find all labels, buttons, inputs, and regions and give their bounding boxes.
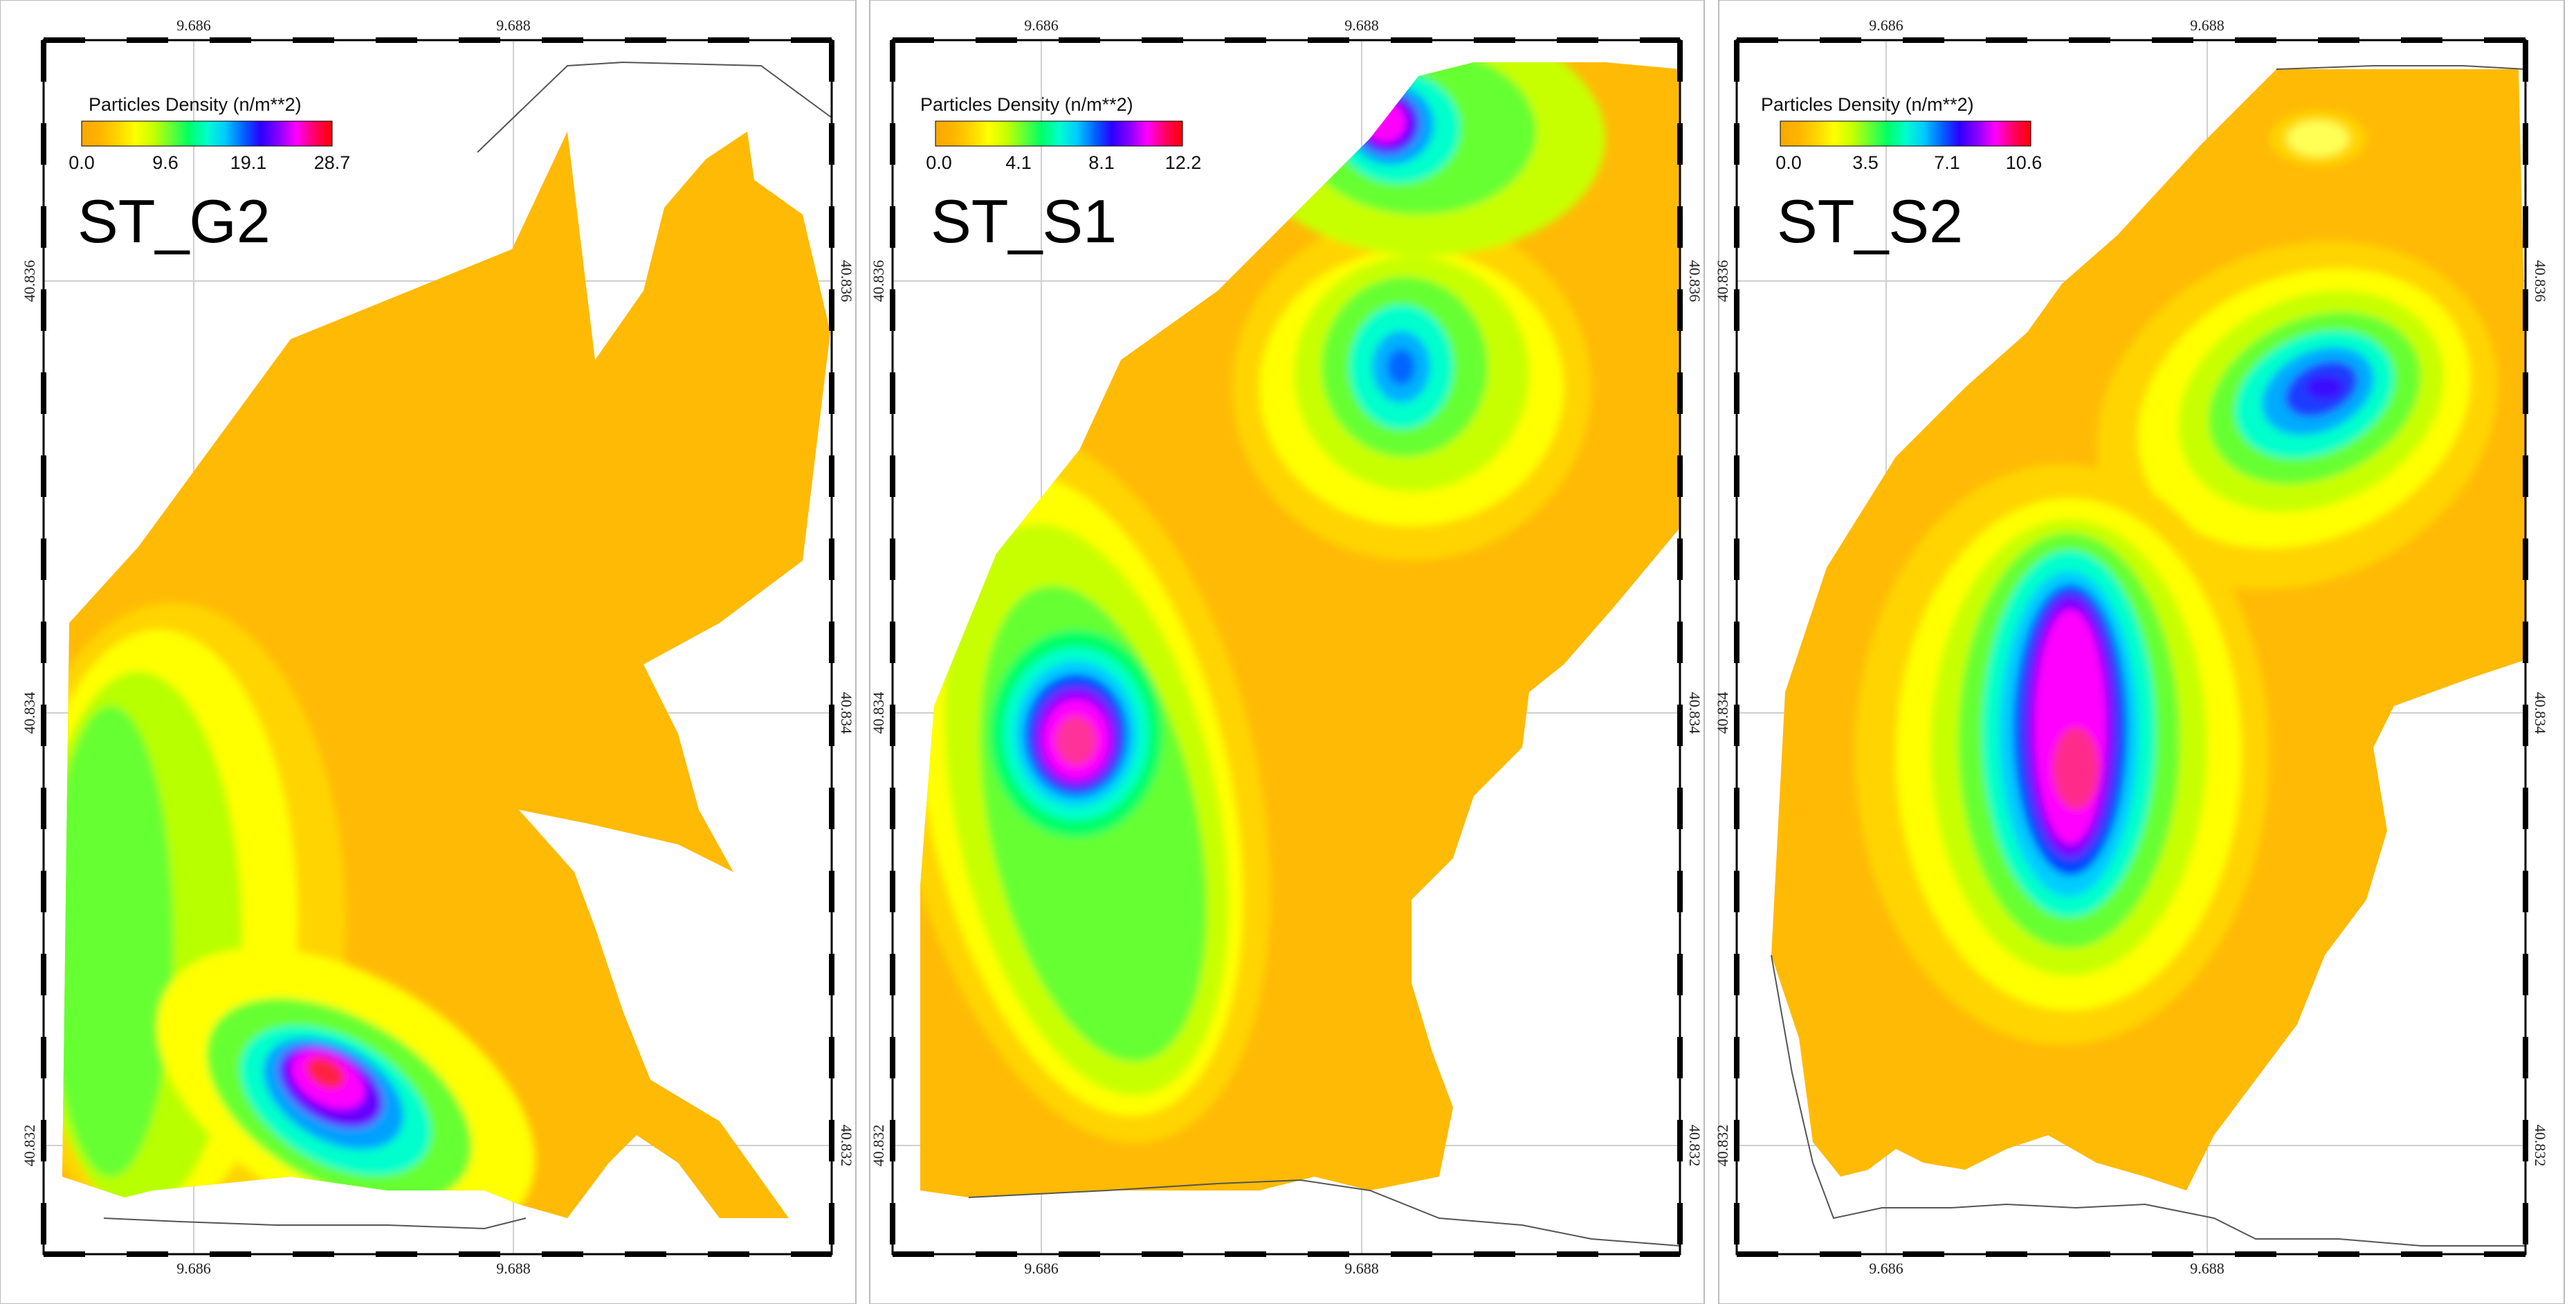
panel-st-g2-ytick-right-2: 40.834 [838,692,855,734]
panel-st-g2-xtick-bottom-1: 9.686 [176,1260,211,1277]
panel-st-s1-xtick-top-1: 9.686 [1024,17,1059,34]
panel-st-s2-ytick-right-1: 40.836 [2532,260,2549,302]
panel-st-s1-coastline [968,1179,1681,1247]
panel-st-s2: 9.686 9.688 9.686 9.688 40.836 40.834 40… [1714,0,2565,1304]
panel-st-s1-ytick-left-2: 40.834 [870,692,887,734]
panel-st-g2-legend-tick-4: 28.7 [314,152,351,173]
panel-st-g2-ytick-right-1: 40.836 [838,260,855,302]
panel-st-s2-xtick-top-1: 9.686 [1869,17,1903,34]
panel-st-g2-title: ST_G2 [77,187,271,255]
panel-st-g2-ytick-left-1: 40.836 [21,260,38,302]
panel-st-g2-legend: Particles Density (n/m**2) 0.0 9.6 19.1 … [68,94,350,173]
panel-st-s2-ytick-right-2: 40.834 [2532,692,2549,734]
panel-st-s2-legend-title: Particles Density (n/m**2) [1761,94,1974,115]
panel-st-s1-frame-ticks [890,37,1683,1257]
panel-st-g2-legend-tick-1: 0.0 [68,152,95,173]
panel-st-s1-xtick-bottom-2: 9.688 [1344,1260,1379,1277]
panel-st-s1-ytick-left-1: 40.836 [870,260,887,302]
panel-st-s2-legend-tick-1: 0.0 [1775,152,1802,173]
panel-st-s1-legend: Particles Density (n/m**2) 0.0 4.1 8.1 1… [920,94,1201,173]
panel-st-s2-ytick-left-2: 40.834 [1714,692,1731,734]
panel-st-s2-ytick-left-1: 40.836 [1714,260,1731,302]
panel-st-s2-xtick-bottom-2: 9.688 [2190,1260,2225,1277]
panel-st-s2-ytick-left-3: 40.832 [1714,1125,1731,1167]
panel-st-s2-xtick-bottom-1: 9.686 [1869,1260,1903,1277]
panel-st-s1-colorbar [935,120,1183,147]
panel-st-s1-legend-title: Particles Density (n/m**2) [920,94,1133,115]
panel-st-g2-xtick-top-1: 9.686 [176,17,211,34]
panel-st-g2-legend-tick-2: 9.6 [152,152,179,173]
panel-st-s2-legend-tick-3: 7.1 [1934,152,1960,173]
panel-st-s2-colorbar [1780,120,2031,147]
panel-st-g2-ytick-left-2: 40.834 [21,692,38,734]
panel-st-s1: 9.686 9.688 9.686 9.688 40.836 40.834 40… [869,0,1705,1304]
panel-st-g2-xtick-top-2: 9.688 [496,17,531,34]
panel-st-s2-coastline [1771,65,2526,1247]
panel-st-s1-legend-tick-4: 12.2 [1165,152,1202,173]
panel-st-s2-title: ST_S2 [1777,187,1963,255]
panel-st-g2-coastline [103,61,832,1230]
panel-st-g2-ytick-left-3: 40.832 [21,1125,38,1167]
panel-st-s1-ytick-left-3: 40.832 [870,1125,887,1167]
panel-st-s2-xtick-top-2: 9.688 [2190,17,2225,34]
panel-st-g2-legend-tick-3: 19.1 [230,152,267,173]
panel-st-s1-legend-tick-1: 0.0 [926,152,952,173]
panel-st-g2-colorbar [81,120,333,147]
panel-st-s1-title: ST_S1 [931,187,1117,255]
panel-st-s1-ytick-right-1: 40.836 [1686,260,1703,302]
panel-st-g2-legend-title: Particles Density (n/m**2) [89,94,302,115]
panel-st-g2-ytick-right-3: 40.832 [838,1125,855,1167]
panel-st-g2-xtick-bottom-2: 9.688 [496,1260,531,1277]
panel-st-g2: 9.686 9.688 9.686 9.688 40.836 40.834 40… [0,0,857,1304]
panel-st-s1-ytick-right-3: 40.832 [1686,1125,1703,1167]
panel-st-s2-legend-tick-2: 3.5 [1852,152,1879,173]
panel-st-s2-ytick-right-3: 40.832 [2532,1125,2549,1167]
panel-st-g2-frame-ticks [41,37,834,1257]
panel-st-s2-frame-ticks [1734,37,2528,1257]
panel-st-s1-ytick-right-2: 40.834 [1686,692,1703,734]
panel-st-s2-legend: Particles Density (n/m**2) 0.0 3.5 7.1 1… [1761,94,2042,173]
panel-st-s1-xtick-bottom-1: 9.686 [1024,1260,1059,1277]
panel-st-s2-legend-tick-4: 10.6 [2006,152,2043,173]
panel-st-s1-legend-tick-2: 4.1 [1005,152,1032,173]
panel-st-s1-legend-tick-3: 8.1 [1088,152,1115,173]
panel-st-s1-xtick-top-2: 9.688 [1344,17,1379,34]
